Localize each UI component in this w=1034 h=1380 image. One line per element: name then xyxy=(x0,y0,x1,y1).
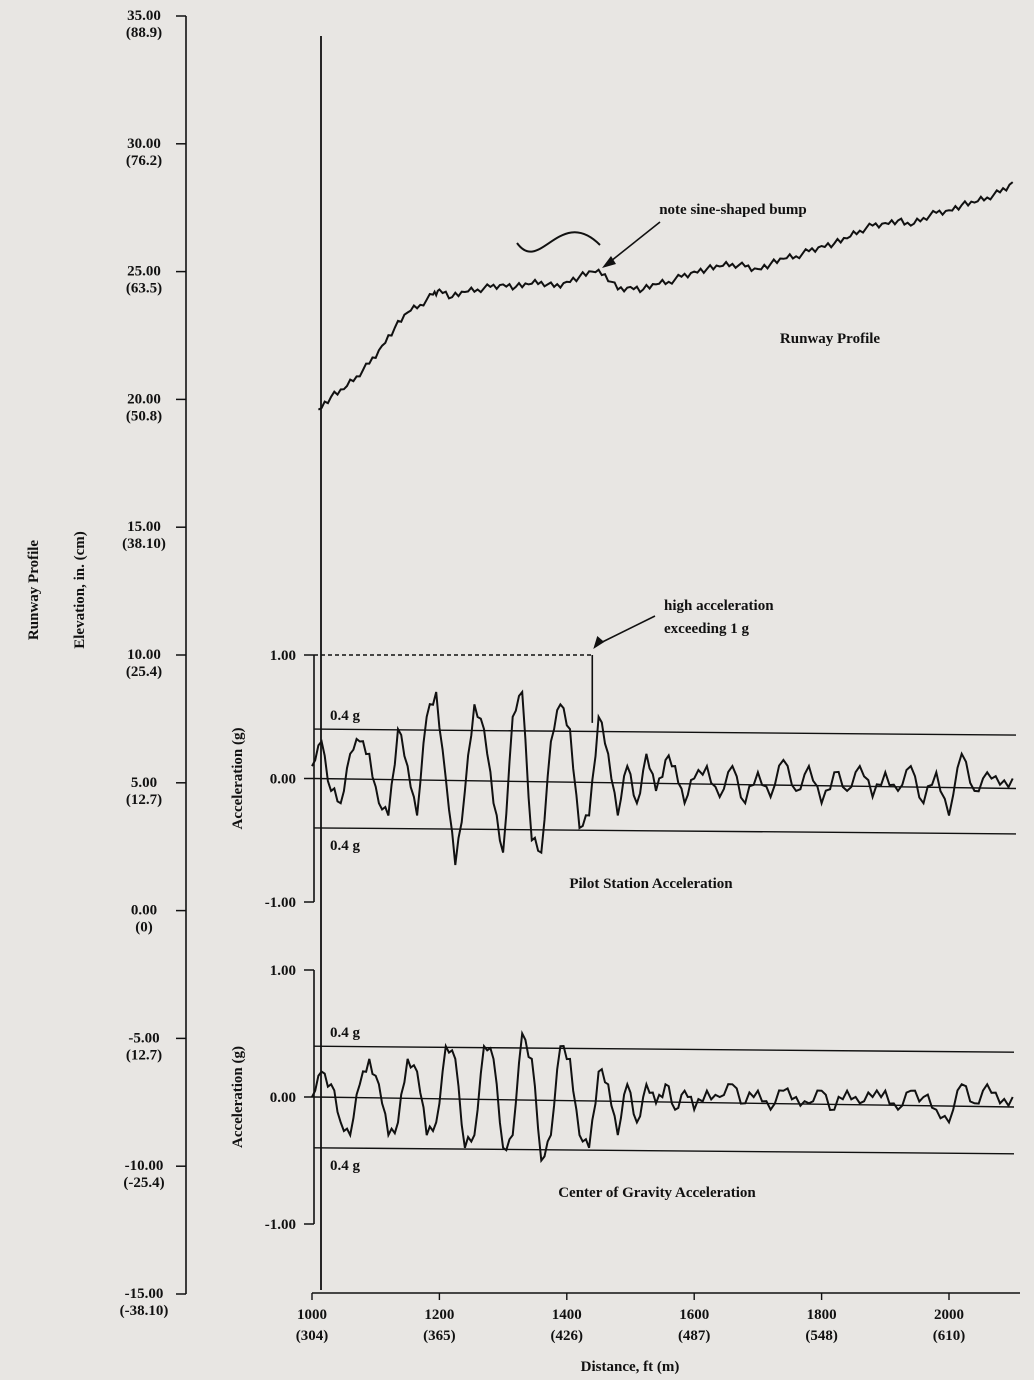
cg-ylabel: Acceleration (g) xyxy=(230,1046,246,1148)
outer-ylabel: Runway Profile xyxy=(26,540,42,640)
pilot-series-line xyxy=(311,689,1014,866)
elevation-tick-sublabel-7: (0) xyxy=(135,920,153,936)
elevation-tick-label-0: 35.00 xyxy=(127,8,161,24)
sine-bump-sketch xyxy=(516,231,601,253)
x-axis-label: Distance, ft (m) xyxy=(581,1359,680,1375)
peak-arrow-line xyxy=(595,615,656,646)
cg-tick-label-1: 0.00 xyxy=(270,1090,296,1106)
cg-tick-label-2: -1.00 xyxy=(265,1217,296,1233)
pilot-tick-label-0: 1.00 xyxy=(270,648,296,664)
elevation-tick-sublabel-0: (88.9) xyxy=(126,25,162,41)
cg-ref-line-1 xyxy=(313,1147,1015,1155)
cg-ref-line-0 xyxy=(313,1045,1015,1053)
elevation-tick-sublabel-2: (63.5) xyxy=(126,281,162,297)
elevation-tick-label-7: 0.00 xyxy=(131,903,157,919)
runway-profile-label: Runway Profile xyxy=(780,331,880,347)
elevation-tick-label-3: 20.00 xyxy=(127,391,161,407)
elevation-tick-sublabel-9: (-25.4) xyxy=(123,1175,164,1191)
x-tick-label-1: 1200 xyxy=(424,1307,454,1323)
elevation-tick-label-1: 30.00 xyxy=(127,136,161,152)
pilot-station-panel: Acceleration (g) 1.00 0.00 -1.00 0.4 g 0.4 g P… xyxy=(230,615,1017,911)
pilot-ref-line-0 xyxy=(313,728,1017,736)
pilot-title: Pilot Station Acceleration xyxy=(569,876,733,892)
pilot-ylabel: Acceleration (g) xyxy=(230,727,246,829)
bump-note-label: note sine-shaped bump xyxy=(659,202,807,218)
cg-ref-label-1: 0.4 g xyxy=(330,1158,361,1174)
cg-series-line xyxy=(311,1030,1014,1164)
center-of-gravity-panel: Acceleration (g) 1.00 0.00 -1.00 0.4 g 0.4 g C… xyxy=(230,963,1015,1233)
pilot-ref-label-1: 0.4 g xyxy=(330,838,361,854)
elevation-tick-sublabel-1: (76.2) xyxy=(126,153,162,169)
elevation-tick-sublabel-5: (25.4) xyxy=(126,664,162,680)
x-tick-sublabel-5: (610) xyxy=(933,1328,966,1344)
elevation-tick-sublabel-6: (12.7) xyxy=(126,792,162,808)
pilot-zero-line xyxy=(313,777,1017,790)
x-ticks: 1000 (304) 1200 (365) 1400 (426) 1600 (487) 1800… xyxy=(296,1293,966,1344)
high-accel-note-label: high acceleration xyxy=(664,598,774,614)
elevation-tick-label-6: 5.00 xyxy=(131,775,157,791)
bump-arrow-head xyxy=(602,256,616,268)
elevation-ticks: 35.00(88.9) 30.00(76.2) 25.00(63.5) 20.00(5… xyxy=(120,8,186,1319)
elevation-tick-label-5: 10.00 xyxy=(127,647,161,663)
bump-arrow-line xyxy=(605,221,661,266)
x-tick-label-4: 1800 xyxy=(807,1307,837,1323)
cg-ref-label-0: 0.4 g xyxy=(330,1025,361,1041)
cg-zero-line xyxy=(313,1096,1015,1108)
elevation-tick-label-9: -10.00 xyxy=(125,1158,164,1174)
pilot-ref-label-0: 0.4 g xyxy=(330,708,361,724)
cg-title: Center of Gravity Acceleration xyxy=(558,1185,756,1201)
elevation-tick-label-10: -15.00 xyxy=(125,1286,164,1302)
x-tick-label-3: 1600 xyxy=(679,1307,709,1323)
elevation-tick-label-8: -5.00 xyxy=(128,1030,159,1046)
elevation-tick-sublabel-3: (50.8) xyxy=(126,408,162,424)
x-tick-sublabel-4: (548) xyxy=(805,1328,838,1344)
pilot-tick-label-2: -1.00 xyxy=(265,895,296,911)
pilot-tick-label-1: 0.00 xyxy=(270,772,296,788)
high-accel-note-label-line2: exceeding 1 g xyxy=(664,621,749,637)
pilot-ref-line-1 xyxy=(313,827,1017,835)
x-tick-label-5: 2000 xyxy=(934,1307,964,1323)
x-tick-sublabel-3: (487) xyxy=(678,1328,711,1344)
elevation-tick-sublabel-4: (38.10) xyxy=(122,536,166,552)
elevation-tick-sublabel-10: (-38.10) xyxy=(120,1303,169,1319)
elevation-tick-sublabel-8: (12.7) xyxy=(126,1047,162,1063)
peak-arrow-head xyxy=(593,636,605,649)
cg-tick-label-0: 1.00 xyxy=(270,963,296,979)
elevation-tick-label-2: 25.00 xyxy=(127,264,161,280)
elevation-ylabel: Elevation, in. (cm) xyxy=(72,531,88,649)
elevation-tick-label-4: 15.00 xyxy=(127,519,161,535)
x-tick-label-2: 1400 xyxy=(552,1307,582,1323)
x-tick-sublabel-2: (426) xyxy=(551,1328,584,1344)
x-tick-sublabel-1: (365) xyxy=(423,1328,456,1344)
x-tick-sublabel-0: (304) xyxy=(296,1328,329,1344)
x-tick-label-0: 1000 xyxy=(297,1307,327,1323)
runway-profile-line xyxy=(317,181,1014,411)
